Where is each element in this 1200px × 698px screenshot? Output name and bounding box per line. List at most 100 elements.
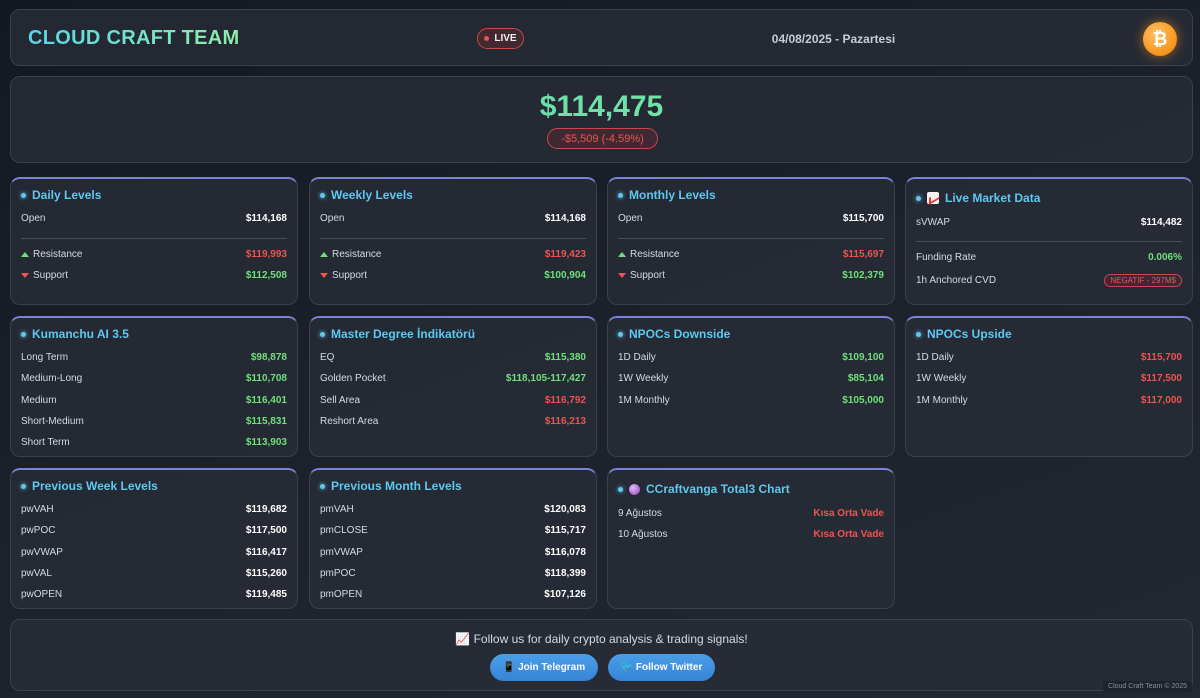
card-title: NPOCs Upside — [916, 327, 1012, 341]
bullet-icon — [618, 331, 623, 337]
price-panel: $114,475 -$5,509 (-4.59%) — [10, 76, 1193, 163]
join-telegram-button[interactable]: 📱 Join Telegram — [490, 654, 598, 681]
npocs-downside-card: NPOCs Downside 1D Daily $109,100 1W Weekl… — [607, 316, 895, 457]
cvd-badge: NEGATİF - 297M$ — [1104, 273, 1182, 287]
price-change-badge: -$5,509 (-4.59%) — [547, 128, 658, 149]
list-item: Long Term $98,878 — [21, 351, 287, 363]
live-market-card: Live Market Data sVWAP $114,482 Funding R… — [905, 177, 1193, 305]
support-row: Support $112,508 — [21, 268, 287, 282]
copyright-label: Cloud Craft Team © 2025 — [1103, 681, 1192, 692]
bullet-icon — [618, 486, 623, 492]
cvd-row: 1h Anchored CVD NEGATİF - 297M$ — [916, 273, 1182, 287]
open-row: Open $114,168 — [320, 212, 586, 224]
bullet-icon — [21, 331, 26, 337]
arrow-down-icon — [618, 272, 626, 278]
previous-month-card: Previous Month Levels pmVAH $120,083 pmCL… — [309, 468, 597, 609]
divider — [21, 238, 287, 239]
list-item: pmVWAP $116,078 — [320, 546, 586, 558]
list-item: 1D Daily $115,700 — [916, 351, 1182, 363]
list-item: Medium-Long $110,708 — [21, 372, 287, 384]
card-title: Weekly Levels — [320, 188, 413, 202]
list-item: Golden Pocket $118,105-117,427 — [320, 372, 586, 384]
card-title: Live Market Data — [916, 191, 1040, 205]
list-item: Reshort Area $116,213 — [320, 415, 586, 427]
card-title: CCraftvanga Total3 Chart — [618, 482, 790, 496]
bullet-icon — [916, 195, 921, 201]
list-item: pmPOC $118,399 — [320, 567, 586, 579]
open-row: Open $114,168 — [21, 212, 287, 224]
card-title: Daily Levels — [21, 188, 101, 202]
list-item: pwVWAP $116,417 — [21, 546, 287, 558]
npocs-upside-card: NPOCs Upside 1D Daily $115,700 1W Weekly $… — [905, 316, 1193, 457]
list-item: 1M Monthly $117,000 — [916, 394, 1182, 406]
crystal-ball-icon — [629, 483, 640, 495]
bitcoin-icon: ₿ — [1143, 22, 1177, 56]
support-row: Support $102,379 — [618, 268, 884, 282]
list-item: 1W Weekly $85,104 — [618, 372, 884, 384]
list-item: pwVAL $115,260 — [21, 567, 287, 579]
list-item: Short Term $113,903 — [21, 436, 287, 448]
card-title: Previous Week Levels — [21, 479, 158, 493]
list-item: Sell Area $116,792 — [320, 394, 586, 406]
brand-title: CLOUD CRAFT TEAM — [28, 27, 240, 49]
card-title: Previous Month Levels — [320, 479, 462, 493]
open-row: Open $115,700 — [618, 212, 884, 224]
monthly-levels-card: Monthly Levels Open $115,700 Resistance $1… — [607, 177, 895, 305]
follow-twitter-button[interactable]: 🐦 Follow Twitter — [608, 654, 715, 681]
bullet-icon — [320, 192, 325, 198]
current-price: $114,475 — [11, 90, 1192, 124]
list-item: Short-Medium $115,831 — [21, 415, 287, 427]
list-item: pmCLOSE $115,717 — [320, 524, 586, 536]
card-title: Kumanchu AI 3.5 — [21, 327, 129, 341]
divider — [320, 238, 586, 239]
live-dot-icon — [484, 36, 490, 41]
list-item: EQ $115,380 — [320, 351, 586, 363]
arrow-up-icon — [21, 251, 29, 257]
list-item: 1W Weekly $117,500 — [916, 372, 1182, 384]
daily-levels-card: Daily Levels Open $114,168 Resistance $119… — [10, 177, 298, 305]
live-label: LIVE — [494, 33, 517, 44]
bullet-icon — [320, 331, 325, 337]
svwap-row: sVWAP $114,482 — [916, 216, 1182, 228]
master-degree-card: Master Degree İndikatörü EQ $115,380 Gold… — [309, 316, 597, 457]
arrow-down-icon — [320, 272, 328, 278]
footer-text: 📈 Follow us for daily crypto analysis & … — [455, 632, 748, 646]
list-item: pwPOC $117,500 — [21, 524, 287, 536]
weekly-levels-card: Weekly Levels Open $114,168 Resistance $11… — [309, 177, 597, 305]
resistance-row: Resistance $119,993 — [21, 247, 287, 261]
bullet-icon — [21, 192, 26, 198]
list-item: 10 Ağustos Kısa Orta Vade — [618, 528, 884, 540]
date-label: 04/08/2025 - Pazartesi — [771, 32, 896, 46]
list-item: pwVAH $119,682 — [21, 503, 287, 515]
funding-row: Funding Rate 0.006% — [916, 251, 1182, 263]
list-item: pmVAH $120,083 — [320, 503, 586, 515]
divider — [618, 238, 884, 239]
list-item: pmOPEN $107,126 — [320, 588, 586, 600]
support-row: Support $100,904 — [320, 268, 586, 282]
resistance-row: Resistance $119,423 — [320, 247, 586, 261]
arrow-up-icon — [618, 251, 626, 257]
bullet-icon — [320, 483, 325, 489]
chart-up-icon — [927, 192, 939, 204]
arrow-down-icon — [21, 272, 29, 278]
kumanchu-card: Kumanchu AI 3.5 Long Term $98,878 Medium-… — [10, 316, 298, 457]
card-title: NPOCs Downside — [618, 327, 730, 341]
card-title: Monthly Levels — [618, 188, 716, 202]
list-item: Medium $116,401 — [21, 394, 287, 406]
bullet-icon — [618, 192, 623, 198]
footer-panel: 📈 Follow us for daily crypto analysis & … — [10, 619, 1193, 691]
header-bar: CLOUD CRAFT TEAM LIVE 04/08/2025 - Pazar… — [10, 9, 1193, 66]
bullet-icon — [21, 483, 26, 489]
list-item: pwOPEN $119,485 — [21, 588, 287, 600]
live-badge: LIVE — [477, 28, 524, 49]
total3-chart-card: CCraftvanga Total3 Chart 9 Ağustos Kısa O… — [607, 468, 895, 609]
resistance-row: Resistance $115,697 — [618, 247, 884, 261]
list-item: 1D Daily $109,100 — [618, 351, 884, 363]
card-title: Master Degree İndikatörü — [320, 327, 475, 341]
list-item: 9 Ağustos Kısa Orta Vade — [618, 507, 884, 519]
arrow-up-icon — [320, 251, 328, 257]
list-item: 1M Monthly $105,000 — [618, 394, 884, 406]
bullet-icon — [916, 331, 921, 337]
previous-week-card: Previous Week Levels pwVAH $119,682 pwPOC… — [10, 468, 298, 609]
divider — [916, 241, 1182, 242]
